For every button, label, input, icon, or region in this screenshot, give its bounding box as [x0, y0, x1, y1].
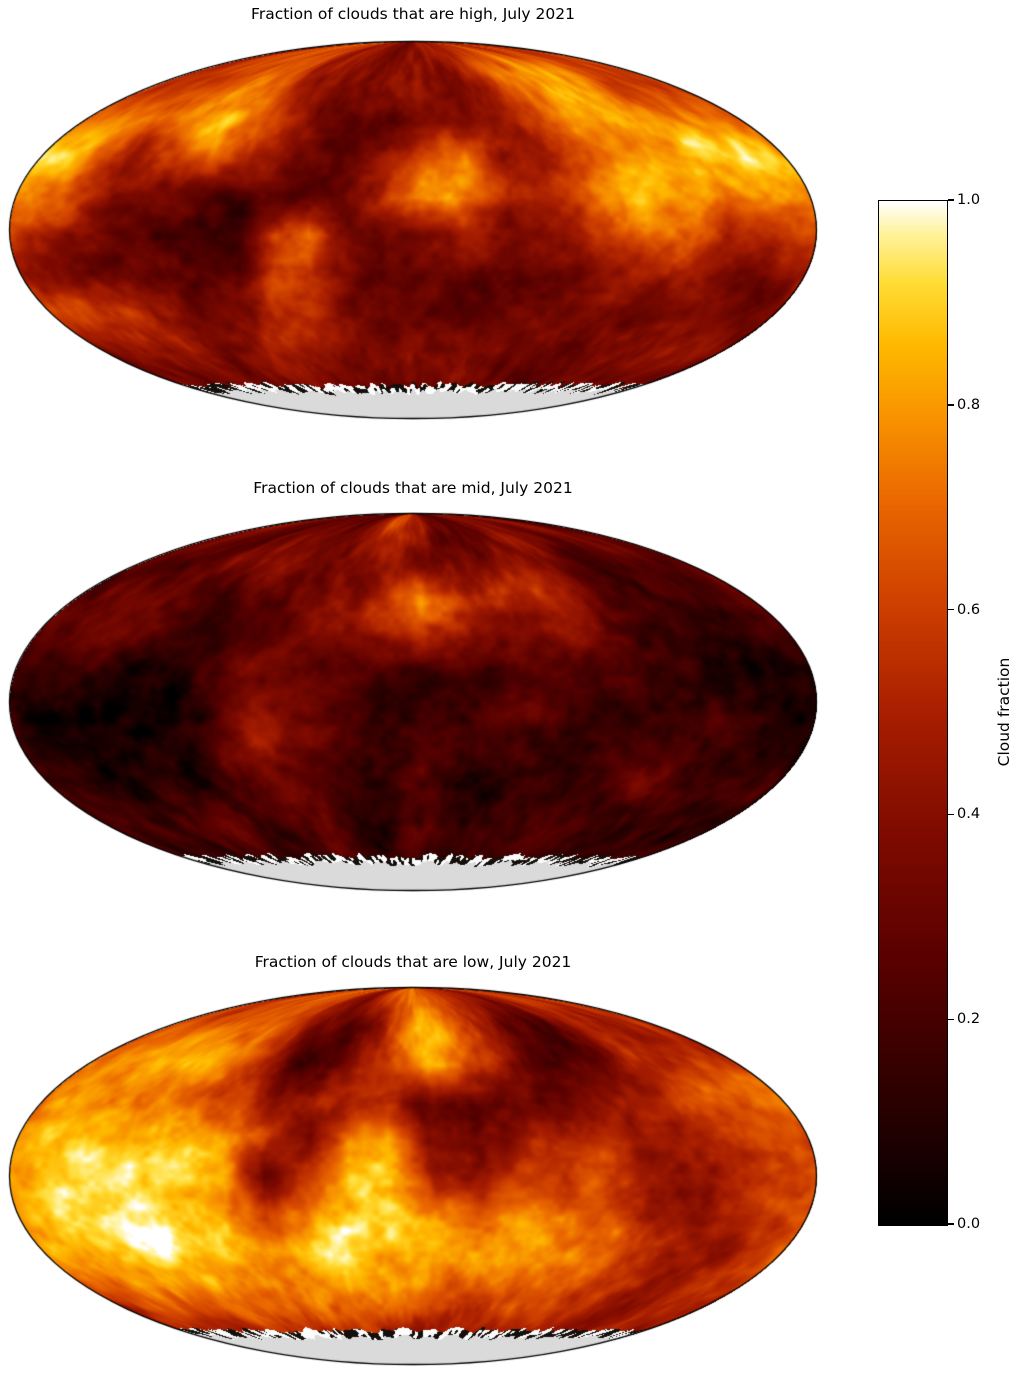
colorbar-tick-mark — [948, 404, 954, 406]
colorbar-tick-label: 1.0 — [957, 192, 981, 208]
colorbar-tick-label: 0.4 — [957, 806, 981, 823]
colorbar-tick-mark — [948, 1018, 954, 1020]
colorbar-tick-mark — [948, 608, 954, 611]
map-title-mid: Fraction of clouds that are mid, July 20… — [253, 479, 573, 497]
colorbar-gradient — [878, 200, 948, 1226]
map-canvas-low — [8, 986, 818, 1366]
colorbar-tick-mark — [948, 199, 954, 201]
colorbar-tick-mark — [948, 813, 954, 816]
colorbar-tick-mark — [948, 1223, 954, 1225]
colorbar-axis-label: Cloud fraction — [995, 657, 1013, 767]
colorbar-tick-label: 0.6 — [957, 601, 981, 618]
map-title-low: Fraction of clouds that are low, July 20… — [254, 953, 572, 971]
map-title-high: Fraction of clouds that are high, July 2… — [251, 5, 575, 23]
colorbar-tick-label: 0.2 — [957, 1011, 981, 1028]
map-canvas-high — [8, 40, 818, 420]
colorbar-tick-label: 0.8 — [957, 396, 981, 413]
map-canvas-mid — [8, 512, 818, 892]
colorbar-tick-label: 0.0 — [957, 1216, 981, 1232]
